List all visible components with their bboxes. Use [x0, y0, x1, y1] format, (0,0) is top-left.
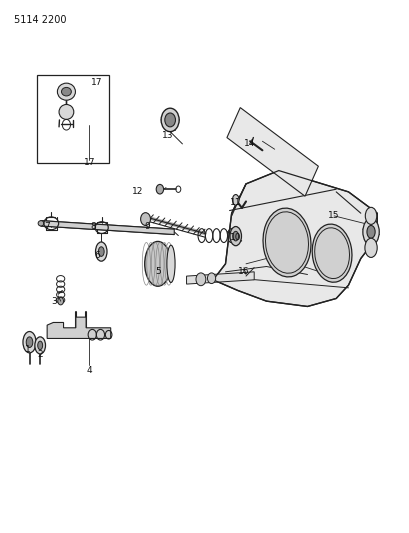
Text: 10: 10 [229, 233, 241, 241]
Text: 9: 9 [144, 222, 150, 231]
Text: 17: 17 [91, 78, 103, 87]
Text: 3: 3 [51, 297, 57, 305]
Ellipse shape [366, 225, 374, 238]
Text: 5: 5 [155, 268, 160, 276]
Text: 13: 13 [162, 132, 173, 140]
Ellipse shape [61, 87, 71, 96]
Polygon shape [226, 108, 318, 196]
Polygon shape [213, 171, 376, 306]
Text: 7: 7 [44, 222, 50, 231]
Polygon shape [47, 317, 110, 338]
Ellipse shape [23, 332, 36, 353]
Ellipse shape [232, 231, 238, 241]
Text: 15: 15 [328, 212, 339, 220]
Text: 12: 12 [131, 188, 143, 196]
Ellipse shape [161, 108, 179, 132]
Polygon shape [41, 221, 174, 235]
Ellipse shape [164, 113, 175, 127]
Ellipse shape [311, 224, 351, 282]
Polygon shape [186, 272, 254, 284]
Ellipse shape [35, 337, 45, 354]
Bar [37, 75, 108, 163]
Ellipse shape [263, 208, 310, 277]
Text: 8: 8 [90, 222, 96, 231]
Ellipse shape [166, 245, 175, 282]
Text: 1: 1 [25, 345, 30, 353]
Text: 5114 2200: 5114 2200 [14, 15, 67, 25]
Text: 16: 16 [238, 268, 249, 276]
Ellipse shape [364, 238, 376, 257]
Ellipse shape [207, 273, 215, 284]
Ellipse shape [38, 341, 43, 350]
Ellipse shape [156, 184, 163, 194]
Text: 2: 2 [37, 350, 43, 359]
Text: 14: 14 [244, 140, 255, 148]
Ellipse shape [59, 104, 74, 119]
Ellipse shape [57, 83, 75, 100]
Ellipse shape [229, 227, 241, 246]
Text: 17: 17 [83, 158, 95, 167]
Ellipse shape [140, 213, 150, 225]
Ellipse shape [95, 242, 107, 261]
Ellipse shape [196, 273, 205, 286]
Ellipse shape [364, 207, 376, 224]
Ellipse shape [144, 241, 171, 286]
Ellipse shape [58, 297, 63, 305]
Ellipse shape [26, 337, 33, 348]
Text: 4: 4 [86, 366, 92, 375]
Ellipse shape [362, 219, 378, 245]
Ellipse shape [98, 247, 104, 256]
Ellipse shape [232, 195, 238, 205]
Text: 6: 6 [94, 252, 100, 260]
Text: 11: 11 [229, 198, 241, 207]
Ellipse shape [38, 221, 44, 226]
